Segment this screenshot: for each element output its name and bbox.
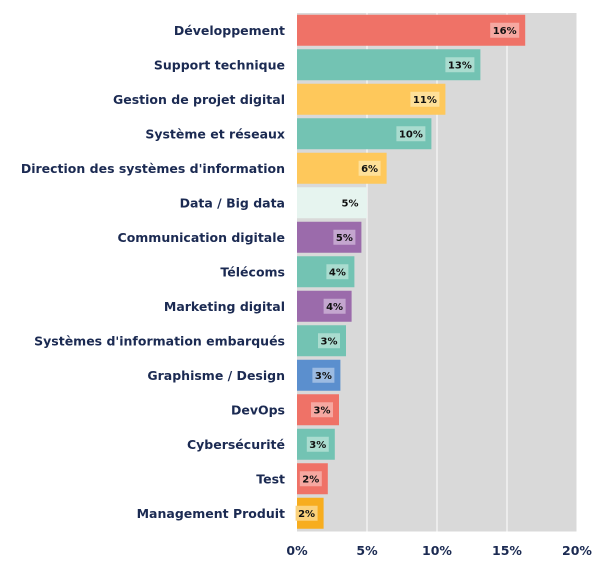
value-label: 11%: [413, 95, 437, 106]
value-label: 3%: [309, 440, 326, 451]
value-label-box: [333, 229, 356, 245]
category-label: DevOps: [231, 402, 285, 417]
value-label-box: [339, 195, 361, 211]
value-labels: 16% 13% 11% 10% 6% 5% 5% 4% 4% 3% 3% 3% 3% 2% 2%: [295, 22, 520, 521]
value-label: 5%: [342, 198, 359, 209]
value-label: 10%: [399, 129, 423, 140]
value-label-box: [396, 126, 426, 142]
value-label-box: [323, 298, 346, 314]
value-label: 4%: [326, 302, 343, 313]
value-label-box: [306, 436, 329, 452]
category-label: Marketing digital: [164, 299, 285, 314]
value-label-box: [299, 471, 322, 487]
value-label-box: [358, 160, 381, 176]
value-label-box: [311, 402, 333, 418]
value-label-box: [410, 91, 440, 107]
value-label-box: [312, 367, 335, 383]
category-label: Développement: [174, 23, 285, 38]
value-label: 3%: [321, 336, 338, 347]
category-label: Gestion de projet digital: [113, 92, 285, 107]
category-label: Systèmes d'information embarqués: [34, 333, 285, 348]
x-tick-label: 5%: [356, 543, 378, 558]
category-label: Système et réseaux: [145, 126, 285, 141]
value-label-box: [445, 57, 475, 73]
value-label: 3%: [315, 371, 332, 382]
category-label: Graphisme / Design: [147, 368, 285, 383]
category-label: Direction des systèmes d'information: [21, 161, 285, 176]
value-label: 2%: [298, 509, 315, 520]
category-label: Data / Big data: [180, 195, 285, 210]
value-label-box: [490, 22, 520, 38]
category-label: Cybersécurité: [187, 437, 285, 452]
category-label: Support technique: [154, 57, 285, 72]
x-tick-label: 0%: [286, 543, 308, 558]
x-tick-label: 20%: [562, 543, 592, 558]
x-axis-ticks: 0% 5% 10% 15% 20%: [286, 543, 592, 558]
value-label: 6%: [361, 164, 378, 175]
value-label: 3%: [314, 405, 331, 416]
bar: [297, 14, 526, 46]
value-label: 16%: [493, 26, 517, 37]
value-label: 5%: [336, 233, 353, 244]
value-label-box: [295, 505, 318, 521]
value-label-box: [318, 333, 340, 349]
x-tick-label: 15%: [492, 543, 522, 558]
category-label: Test: [256, 471, 285, 486]
category-label: Communication digitale: [118, 230, 285, 245]
category-label: Télécoms: [220, 264, 285, 279]
category-labels: Développement Support technique Gestion de…: [21, 23, 285, 521]
value-label: 4%: [329, 267, 346, 278]
value-label-box: [326, 264, 349, 280]
value-label: 13%: [448, 60, 472, 71]
category-label: Management Produit: [137, 506, 285, 521]
x-tick-label: 10%: [422, 543, 452, 558]
value-label: 2%: [302, 474, 319, 485]
